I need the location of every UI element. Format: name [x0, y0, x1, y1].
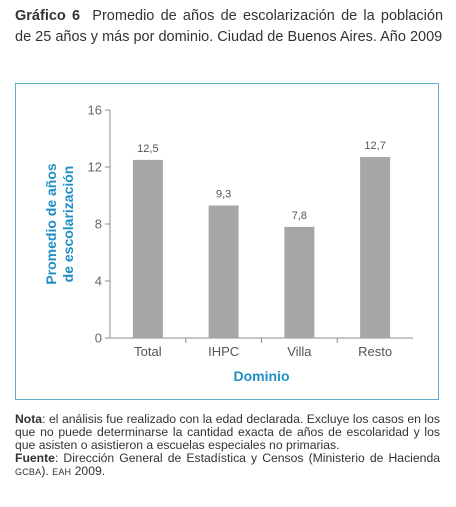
y-tick-label: 4	[95, 274, 102, 289]
source-abbrev-gcba: GCBA	[15, 467, 42, 477]
y-tick-label: 8	[95, 217, 102, 232]
bar	[208, 205, 239, 338]
y-tick-label: 16	[88, 103, 102, 118]
y-axis-title-line1: Promedio de años	[43, 163, 59, 285]
source-text: : Dirección General de Estadística y Cen…	[54, 451, 440, 465]
chart-frame	[15, 83, 439, 400]
chart-title-text: Promedio de años de escolarización de la…	[15, 8, 444, 45]
x-tick-label: Total	[134, 344, 162, 359]
x-tick-label: Resto	[358, 344, 392, 359]
y-tick-label: 0	[95, 331, 102, 346]
y-tick-label: 12	[88, 160, 102, 175]
chart-title: Gráfico 6 Promedio de años de escolariza…	[15, 6, 443, 48]
x-tick-label: IHPC	[208, 344, 239, 359]
y-axis-title-line2: de escolarización	[60, 166, 76, 283]
source-text-2: ).	[41, 464, 53, 478]
bar	[284, 226, 315, 338]
source-paragraph: Fuente: Dirección General de Estadística…	[15, 452, 440, 479]
source-abbrev-eah: EAH	[52, 467, 72, 477]
bar-value-label: 9,3	[216, 188, 231, 200]
x-tick-label: Villa	[287, 344, 312, 359]
note-text: : el análisis fue realizado con la edad …	[15, 412, 440, 452]
bar	[360, 157, 391, 338]
chart-number-label: Gráfico 6	[15, 8, 81, 24]
source-text-3: 2009.	[71, 464, 106, 478]
source-label: Fuente	[15, 451, 55, 465]
bar	[132, 159, 163, 338]
bar-value-label: 12,5	[137, 143, 158, 155]
footnotes: Nota: el análisis fue realizado con la e…	[15, 413, 440, 479]
note-label: Nota	[15, 412, 43, 426]
bar-value-label: 12,7	[364, 140, 385, 152]
note-paragraph: Nota: el análisis fue realizado con la e…	[15, 413, 440, 452]
x-axis-title: Dominio	[234, 368, 290, 384]
bar-value-label: 7,8	[292, 210, 307, 222]
